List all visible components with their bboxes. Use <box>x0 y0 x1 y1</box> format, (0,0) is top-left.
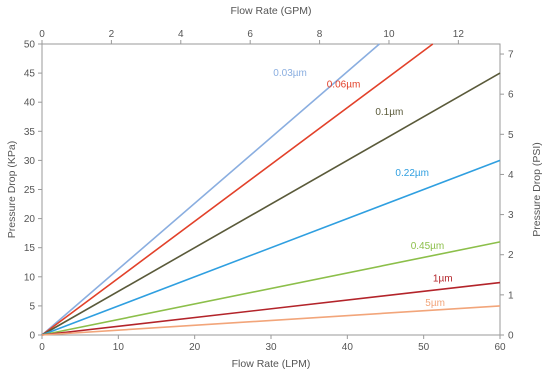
plot-frame <box>41 43 501 336</box>
y-left-tick-label: 40 <box>24 98 36 109</box>
bottom-axis-title: Flow Rate (LPM) <box>232 358 311 370</box>
x-top-tick-label: 12 <box>453 29 465 40</box>
y-left-tick-label: 20 <box>24 214 36 225</box>
x-top-tick-label: 4 <box>178 29 184 40</box>
series-lines <box>41 43 501 336</box>
y-left-tick-label: 30 <box>24 156 36 167</box>
y-left-tick-label: 45 <box>24 69 36 80</box>
y-left-tick-label: 15 <box>24 243 36 254</box>
x-bottom-tick-label: 30 <box>265 342 277 353</box>
series-line <box>41 43 434 336</box>
y-right-tick-label: 6 <box>508 90 514 101</box>
y-right-tick-label: 2 <box>508 250 514 261</box>
x-bottom-tick-label: 50 <box>418 342 430 353</box>
y-left-tick-label: 0 <box>29 331 35 342</box>
series-line <box>41 305 501 336</box>
series-line <box>41 43 380 336</box>
x-top-tick-label: 6 <box>247 29 253 40</box>
series-labels: 0.03µm 0.06µm 0.1µm 0.22µm 0.45µm 1µm 5µm <box>273 68 452 309</box>
y-right-tick-label: 4 <box>508 170 514 181</box>
series-line <box>41 281 501 336</box>
y-right-tick-label: 3 <box>508 210 514 221</box>
series-label: 0.45µm <box>411 241 445 252</box>
x-top-tick-label: 10 <box>383 29 395 40</box>
y-left-tick-label: 10 <box>24 272 36 283</box>
left-axis-title: Pressure Drop (KPa) <box>6 141 18 238</box>
series-label: 1µm <box>433 273 453 284</box>
series-label: 0.03µm <box>273 68 307 79</box>
top-axis-title: Flow Rate (GPM) <box>230 5 311 17</box>
axes: 0 10 20 30 40 50 600 2 4 6 8 10 12051015202530354045… <box>24 29 514 353</box>
y-left-tick-label: 35 <box>24 127 36 138</box>
x-bottom-tick-label: 10 <box>113 342 125 353</box>
x-bottom-tick-label: 20 <box>189 342 201 353</box>
x-top-tick-label: 0 <box>39 29 45 40</box>
x-bottom-tick-label: 40 <box>342 342 354 353</box>
x-bottom-tick-label: 0 <box>39 342 45 353</box>
y-left-tick-label: 25 <box>24 185 36 196</box>
y-right-tick-label: 5 <box>508 130 514 141</box>
series-label: 5µm <box>425 298 445 309</box>
y-left-tick-label: 50 <box>24 40 36 51</box>
y-left-tick-label: 5 <box>29 301 35 312</box>
right-axis-title: Pressure Drop (PSI) <box>531 142 543 237</box>
series-label: 0.22µm <box>395 168 429 179</box>
series-line <box>41 241 501 336</box>
y-right-tick-label: 1 <box>508 290 514 301</box>
x-top-tick-label: 2 <box>109 29 115 40</box>
series-label: 0.1µm <box>375 107 403 118</box>
series-line <box>41 159 501 336</box>
x-bottom-tick-label: 60 <box>494 342 506 353</box>
y-right-tick-label: 7 <box>508 50 514 61</box>
series-label: 0.06µm <box>327 80 361 91</box>
series-line <box>41 72 501 336</box>
y-right-tick-label: 0 <box>508 331 514 342</box>
x-top-tick-label: 8 <box>317 29 323 40</box>
